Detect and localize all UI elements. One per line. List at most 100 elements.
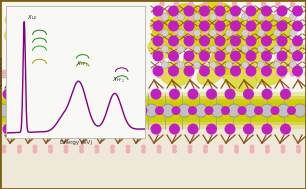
Circle shape bbox=[125, 145, 130, 149]
Ellipse shape bbox=[159, 62, 191, 86]
Circle shape bbox=[155, 106, 164, 115]
Ellipse shape bbox=[236, 107, 250, 115]
Circle shape bbox=[275, 71, 281, 77]
Circle shape bbox=[95, 145, 99, 149]
Circle shape bbox=[277, 20, 288, 32]
Circle shape bbox=[177, 61, 185, 68]
Circle shape bbox=[211, 104, 224, 117]
Circle shape bbox=[169, 124, 180, 135]
Circle shape bbox=[217, 57, 223, 63]
Circle shape bbox=[152, 36, 163, 46]
Ellipse shape bbox=[272, 113, 282, 119]
Ellipse shape bbox=[136, 113, 146, 119]
Circle shape bbox=[172, 145, 177, 149]
Ellipse shape bbox=[274, 56, 296, 72]
Circle shape bbox=[203, 149, 208, 154]
Circle shape bbox=[230, 20, 241, 32]
Circle shape bbox=[79, 104, 92, 117]
Ellipse shape bbox=[193, 14, 247, 54]
Circle shape bbox=[184, 36, 195, 46]
Circle shape bbox=[275, 15, 281, 21]
Circle shape bbox=[13, 104, 26, 117]
Circle shape bbox=[289, 13, 297, 20]
Circle shape bbox=[39, 106, 48, 115]
Circle shape bbox=[245, 50, 256, 61]
Circle shape bbox=[152, 50, 163, 61]
Circle shape bbox=[188, 70, 192, 74]
Ellipse shape bbox=[256, 62, 285, 86]
Circle shape bbox=[168, 20, 179, 32]
Circle shape bbox=[95, 74, 99, 79]
Circle shape bbox=[172, 74, 177, 79]
Text: $X_{LE}$: $X_{LE}$ bbox=[27, 13, 38, 22]
Circle shape bbox=[277, 104, 290, 117]
Ellipse shape bbox=[197, 63, 223, 85]
Circle shape bbox=[159, 43, 165, 49]
Circle shape bbox=[21, 124, 32, 135]
Circle shape bbox=[177, 46, 185, 53]
Ellipse shape bbox=[240, 48, 270, 70]
Circle shape bbox=[2, 145, 6, 149]
Circle shape bbox=[168, 66, 179, 77]
Ellipse shape bbox=[0, 113, 10, 119]
Circle shape bbox=[215, 36, 226, 46]
Circle shape bbox=[232, 1, 237, 7]
Circle shape bbox=[261, 5, 272, 16]
Ellipse shape bbox=[276, 39, 304, 59]
Ellipse shape bbox=[168, 107, 182, 115]
Circle shape bbox=[188, 1, 194, 7]
Circle shape bbox=[210, 46, 217, 53]
Circle shape bbox=[217, 43, 223, 49]
Circle shape bbox=[48, 145, 53, 149]
Circle shape bbox=[39, 89, 50, 100]
Circle shape bbox=[199, 66, 210, 77]
Circle shape bbox=[114, 89, 125, 100]
Circle shape bbox=[289, 29, 297, 36]
Circle shape bbox=[32, 70, 38, 74]
Circle shape bbox=[177, 29, 185, 36]
Circle shape bbox=[249, 74, 255, 79]
Circle shape bbox=[174, 43, 179, 49]
Circle shape bbox=[171, 106, 181, 115]
Circle shape bbox=[304, 15, 306, 21]
Circle shape bbox=[2, 89, 13, 100]
Circle shape bbox=[215, 66, 226, 77]
Circle shape bbox=[32, 149, 38, 154]
Circle shape bbox=[246, 1, 252, 7]
Circle shape bbox=[225, 124, 236, 135]
Circle shape bbox=[281, 74, 285, 79]
Circle shape bbox=[245, 36, 256, 46]
Circle shape bbox=[188, 106, 197, 115]
Circle shape bbox=[122, 106, 131, 115]
Circle shape bbox=[237, 106, 247, 115]
Circle shape bbox=[156, 149, 162, 154]
Ellipse shape bbox=[134, 107, 148, 115]
Circle shape bbox=[64, 145, 69, 149]
Circle shape bbox=[2, 149, 6, 154]
Circle shape bbox=[141, 149, 146, 154]
Circle shape bbox=[290, 57, 295, 63]
Circle shape bbox=[203, 145, 208, 149]
Circle shape bbox=[274, 46, 281, 53]
Circle shape bbox=[258, 13, 264, 20]
Ellipse shape bbox=[185, 107, 199, 115]
Circle shape bbox=[281, 149, 285, 154]
Circle shape bbox=[261, 29, 266, 35]
Circle shape bbox=[0, 104, 9, 117]
Circle shape bbox=[277, 5, 288, 16]
Circle shape bbox=[217, 15, 223, 21]
Text: $X_{HF_1}$: $X_{HF_1}$ bbox=[76, 60, 88, 69]
Ellipse shape bbox=[170, 113, 180, 119]
Circle shape bbox=[234, 149, 239, 154]
Circle shape bbox=[280, 89, 291, 100]
Circle shape bbox=[218, 74, 223, 79]
Ellipse shape bbox=[5, 8, 35, 30]
Circle shape bbox=[2, 124, 13, 135]
Circle shape bbox=[39, 124, 50, 135]
Circle shape bbox=[174, 57, 179, 63]
Circle shape bbox=[296, 74, 301, 79]
Circle shape bbox=[230, 66, 241, 77]
Ellipse shape bbox=[68, 113, 78, 119]
Circle shape bbox=[254, 106, 263, 115]
Circle shape bbox=[296, 145, 301, 149]
